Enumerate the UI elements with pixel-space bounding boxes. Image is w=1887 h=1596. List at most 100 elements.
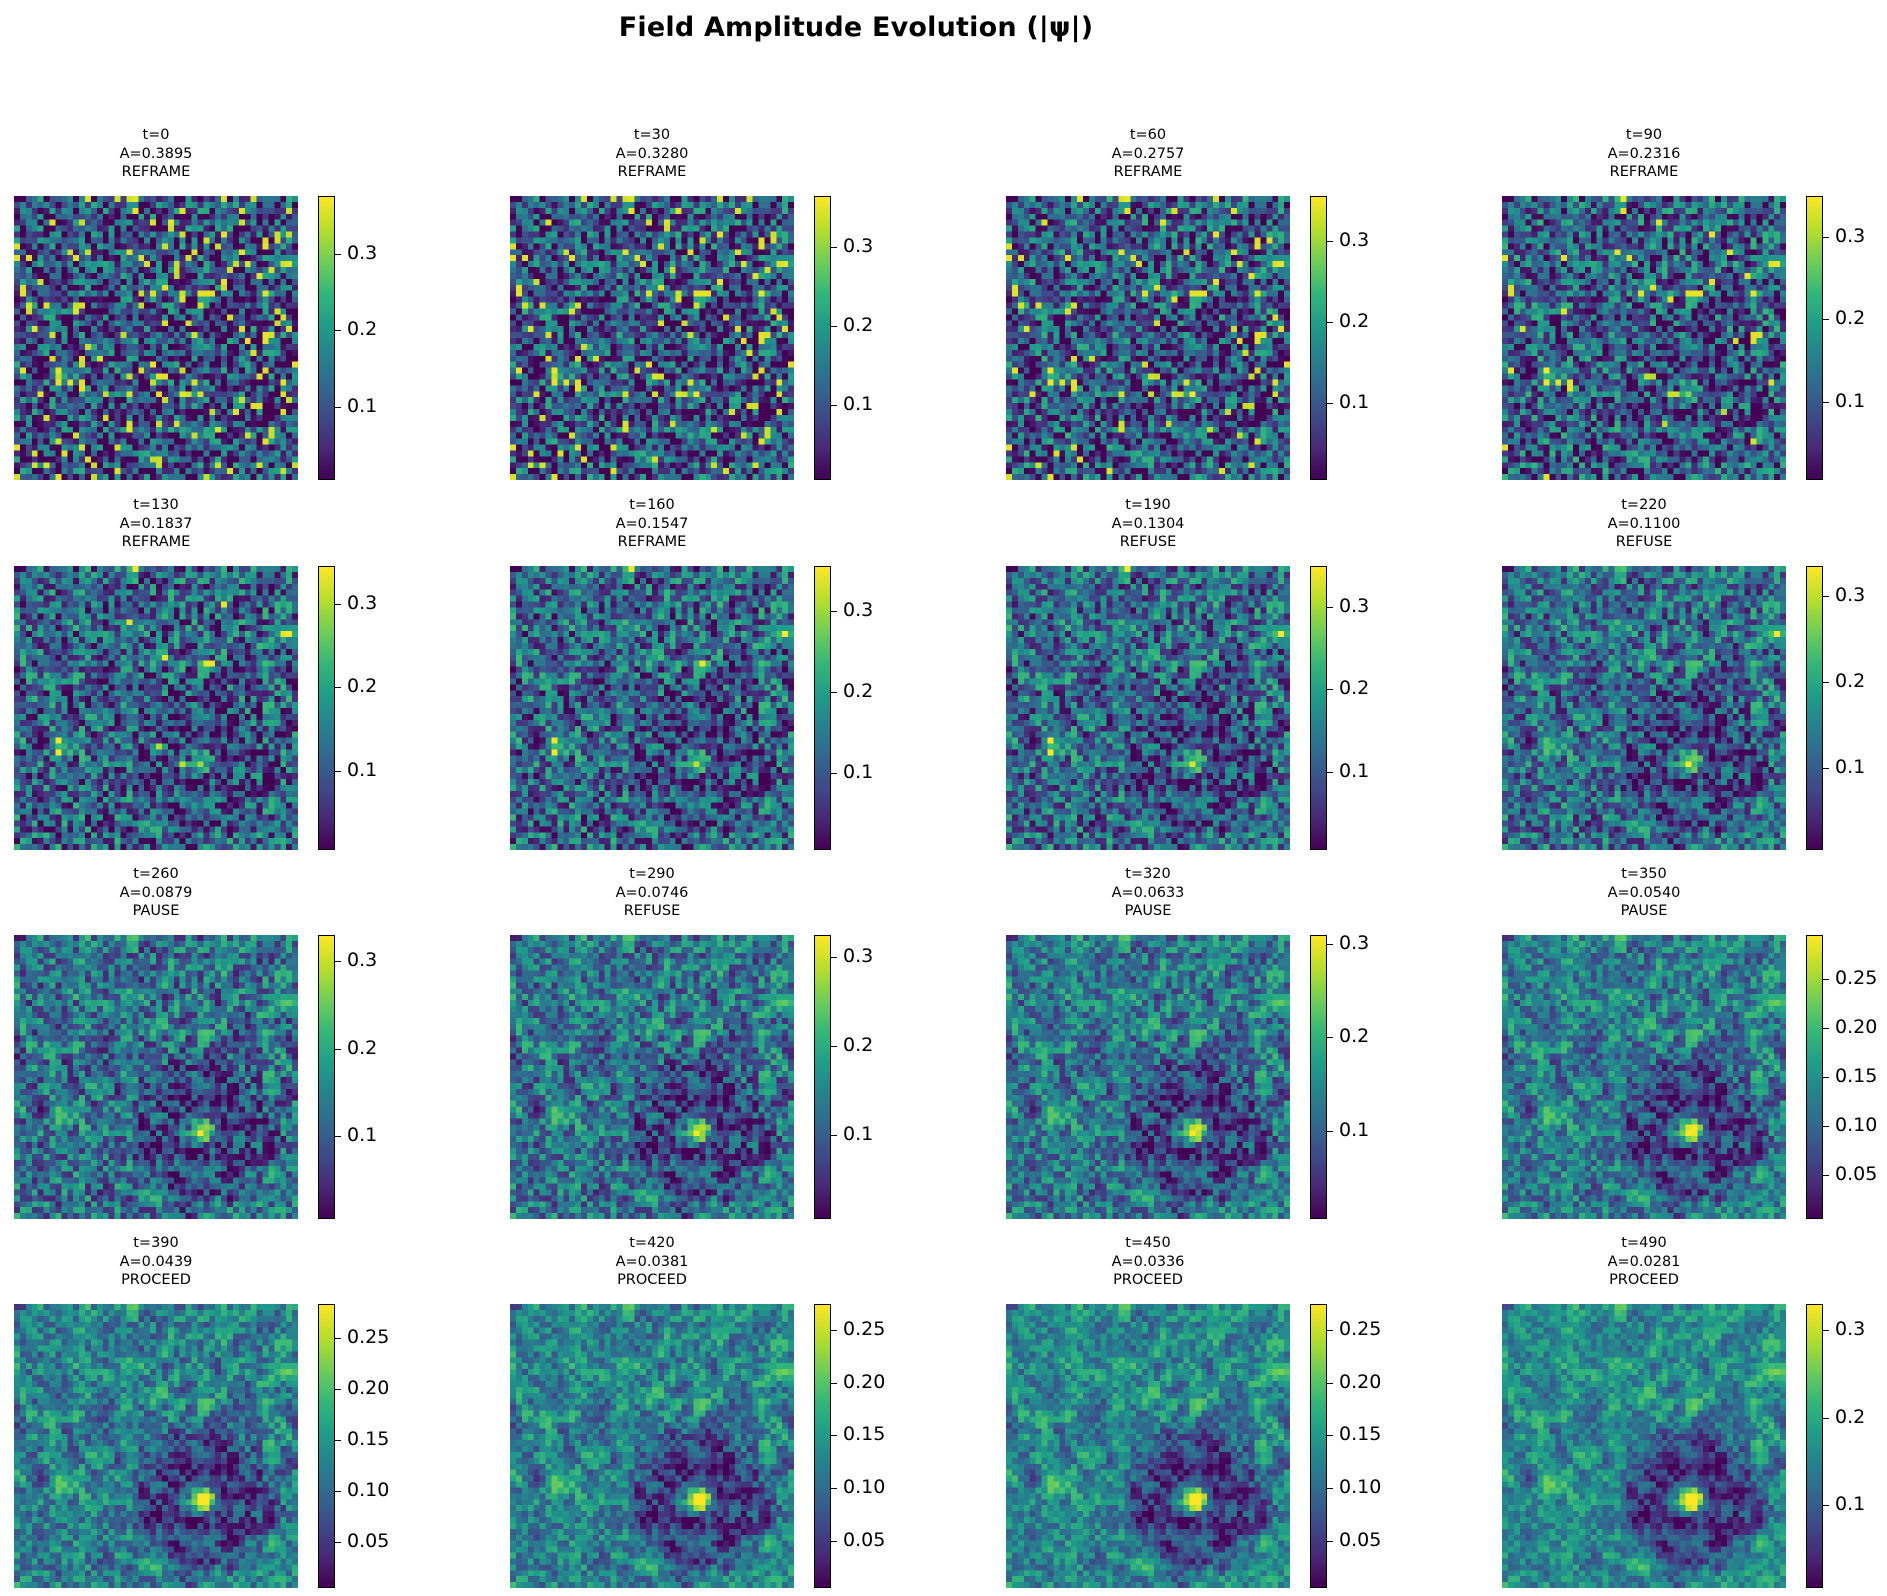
colorbar-tick-label: 0.25 (347, 1328, 389, 1347)
colorbar-tick (335, 254, 341, 255)
colorbar-tick-label: 0.1 (347, 397, 377, 416)
colorbar-tick (335, 771, 341, 772)
colorbar-tick (1327, 1131, 1333, 1132)
colorbar-tick (335, 1049, 341, 1050)
heatmap-image (510, 935, 794, 1219)
colorbar (814, 196, 831, 480)
panel-time-label: t=160 (507, 496, 797, 515)
colorbar-tick-label: 0.2 (347, 1039, 377, 1058)
panel-amp-label: A=0.0746 (507, 884, 797, 903)
panel-action: PROCEED (11, 1271, 301, 1290)
colorbar-tick-label: 0.2 (1339, 679, 1369, 698)
panel-action: PAUSE (1499, 902, 1789, 921)
colorbar-tick (1823, 1330, 1829, 1331)
colorbar-tick (335, 407, 341, 408)
colorbar-tick-label: 0.1 (1835, 392, 1865, 411)
colorbar-tick-label: 0.1 (843, 395, 873, 414)
colorbar-tick-label: 0.3 (1835, 1320, 1865, 1339)
panel-action: PROCEED (1499, 1271, 1789, 1290)
colorbar-tick (1823, 319, 1829, 320)
colorbar-tick (1823, 682, 1829, 683)
colorbar-tick-label: 0.2 (843, 682, 873, 701)
colorbar-tick-label: 0.10 (843, 1478, 885, 1497)
colorbar (1310, 935, 1327, 1219)
colorbar-tick (1327, 689, 1333, 690)
panel-action: REFUSE (507, 902, 797, 921)
panel-amp-label: A=0.0281 (1499, 1253, 1789, 1272)
panel-title: t=420 A=0.0381 PROCEED (507, 1234, 797, 1290)
panel-action: PAUSE (1003, 902, 1293, 921)
heatmap-image (14, 566, 298, 850)
heatmap-image (1006, 196, 1290, 480)
heatmap-image (510, 1304, 794, 1588)
colorbar-tick-label: 0.3 (1835, 227, 1865, 246)
colorbar-tick (831, 247, 837, 248)
colorbar-tick (831, 611, 837, 612)
colorbar-tick (335, 1491, 341, 1492)
colorbar-tick-label: 0.3 (1339, 231, 1369, 250)
colorbar-tick (1823, 596, 1829, 597)
colorbar-tick (1327, 403, 1333, 404)
colorbar-tick-label: 0.2 (1339, 312, 1369, 331)
colorbar-tick (831, 1488, 837, 1489)
colorbar-tick (1327, 772, 1333, 773)
panel-title: t=60 A=0.2757 REFRAME (1003, 126, 1293, 182)
colorbar-tick-label: 0.3 (843, 237, 873, 256)
colorbar-tick-label: 0.2 (347, 677, 377, 696)
heatmap-image (510, 566, 794, 850)
heatmap-image (1502, 196, 1786, 480)
panel-time-label: t=0 (11, 126, 301, 145)
panel-amp-label: A=0.0439 (11, 1253, 301, 1272)
colorbar-tick-label: 0.3 (1339, 597, 1369, 616)
colorbar-tick (1823, 1028, 1829, 1029)
panel-action: REFUSE (1003, 533, 1293, 552)
colorbar-tick-label: 0.15 (1339, 1425, 1381, 1444)
panel-time-label: t=290 (507, 865, 797, 884)
panel-time-label: t=220 (1499, 496, 1789, 515)
panel-title: t=190 A=0.1304 REFUSE (1003, 496, 1293, 552)
colorbar-tick-label: 0.3 (843, 947, 873, 966)
panel-action: PROCEED (507, 1271, 797, 1290)
panel-amp-label: A=0.1100 (1499, 515, 1789, 534)
panel-action: REFRAME (11, 163, 301, 182)
colorbar (318, 196, 335, 480)
colorbar-tick-label: 0.1 (1835, 758, 1865, 777)
colorbar-tick (335, 1542, 341, 1543)
colorbar-tick-label: 0.1 (347, 1126, 377, 1145)
colorbar-tick-label: 0.1 (1339, 1121, 1369, 1140)
colorbar-tick (1327, 1330, 1333, 1331)
colorbar-tick (831, 326, 837, 327)
panel-title: t=0 A=0.3895 REFRAME (11, 126, 301, 182)
colorbar-tick-label: 0.3 (1339, 934, 1369, 953)
colorbar-tick (831, 1383, 837, 1384)
colorbar-tick (335, 1136, 341, 1137)
colorbar-tick (1327, 241, 1333, 242)
colorbar (814, 1304, 831, 1588)
panel-time-label: t=260 (11, 865, 301, 884)
colorbar-tick-label: 0.25 (1339, 1320, 1381, 1339)
panel-action: PROCEED (1003, 1271, 1293, 1290)
colorbar-tick-label: 0.15 (1835, 1067, 1877, 1086)
colorbar-tick (831, 405, 837, 406)
colorbar-tick (1327, 1037, 1333, 1038)
colorbar-tick (335, 330, 341, 331)
colorbar-tick-label: 0.3 (347, 244, 377, 263)
colorbar-tick (335, 1440, 341, 1441)
heatmap-image (510, 196, 794, 480)
panel-title: t=390 A=0.0439 PROCEED (11, 1234, 301, 1290)
colorbar (814, 566, 831, 850)
colorbar-tick (831, 1046, 837, 1047)
panel-title: t=260 A=0.0879 PAUSE (11, 865, 301, 921)
colorbar-tick (1327, 322, 1333, 323)
colorbar (318, 1304, 335, 1588)
colorbar-tick-label: 0.05 (1835, 1165, 1877, 1184)
colorbar-tick (831, 1330, 837, 1331)
colorbar-tick (1823, 1126, 1829, 1127)
panel-amp-label: A=0.1837 (11, 515, 301, 534)
colorbar-tick (831, 1435, 837, 1436)
colorbar-tick (335, 1338, 341, 1339)
colorbar-tick (1327, 1435, 1333, 1436)
colorbar-tick-label: 0.20 (1835, 1018, 1877, 1037)
colorbar-tick-label: 0.2 (1835, 1408, 1865, 1427)
heatmap-image (14, 196, 298, 480)
